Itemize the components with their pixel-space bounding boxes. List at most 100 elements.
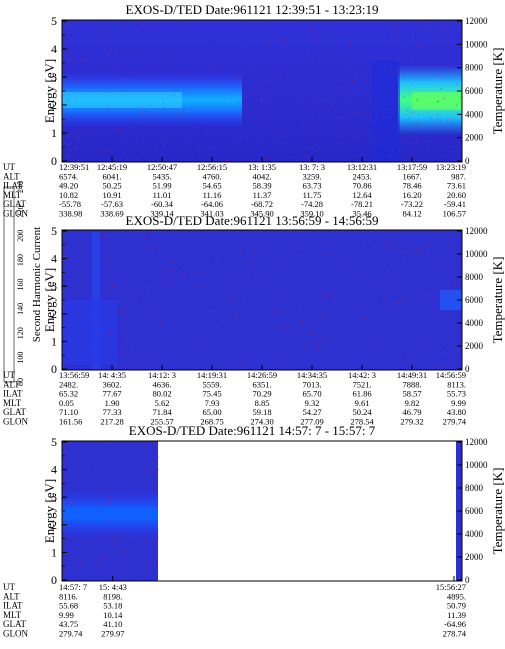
noise-dot (125, 544, 127, 546)
noise-dot (259, 100, 261, 102)
noise-dot (64, 51, 66, 53)
noise-dot (292, 362, 294, 364)
row-value: 7888. (402, 379, 421, 389)
noise-dot (203, 68, 205, 70)
row-value: -68.72 (251, 199, 273, 209)
noise-dot (333, 289, 335, 291)
noise-dot (163, 145, 165, 147)
noise-dot (264, 363, 266, 364)
noise-dot (284, 241, 286, 243)
noise-dot (185, 75, 187, 77)
noise-dot (424, 325, 426, 327)
row-value: -57.63 (101, 199, 123, 209)
noise-dot (66, 155, 68, 157)
noise-dot (299, 39, 301, 41)
noise-dot (328, 109, 329, 111)
noise-dot (79, 129, 81, 131)
noise-dot (330, 134, 332, 136)
cold-ion-band-core (62, 92, 182, 108)
noise-dot (411, 58, 413, 60)
noise-dot (254, 350, 256, 352)
y2-tick-label: 4000 (465, 529, 484, 539)
noise-dot (70, 359, 72, 361)
noise-dot (285, 40, 287, 42)
noise-dot (329, 251, 331, 253)
row-value: 73.61 (447, 181, 466, 191)
noise-dot (125, 333, 127, 335)
row-value: 9.99 (59, 610, 74, 620)
noise-dot (321, 77, 323, 79)
noise-dot (163, 299, 165, 301)
y2-tick-label: 0 (465, 575, 470, 585)
noise-dot (235, 26, 236, 28)
noise-dot (431, 130, 433, 132)
row-name: UT (3, 370, 15, 380)
row-value: 53.18 (103, 601, 122, 611)
noise-dot (445, 23, 447, 25)
colorbar-tick-label: 120 (16, 327, 25, 339)
noise-dot (218, 327, 220, 329)
noise-dot (247, 138, 248, 140)
noise-dot (87, 466, 89, 468)
noise-dot (363, 245, 365, 247)
noise-dot (358, 251, 360, 253)
noise-dot (83, 552, 85, 554)
y2-tick-label: 6000 (465, 86, 484, 96)
noise-dot (67, 25, 69, 27)
noise-dot (261, 329, 263, 331)
noise-dot (332, 300, 334, 302)
noise-dot (93, 77, 95, 79)
noise-dot (342, 60, 344, 62)
noise-dot (320, 99, 322, 100)
noise-dot (454, 48, 456, 50)
noise-dot (71, 142, 72, 144)
noise-dot (226, 159, 228, 161)
row-value: 2453. (352, 171, 371, 181)
noise-dot (192, 345, 194, 347)
noise-dot (401, 25, 403, 27)
noise-dot (314, 40, 316, 42)
y2-tick-label: 6000 (465, 295, 484, 305)
row-name: ALT (3, 591, 20, 601)
noise-dot (437, 76, 439, 78)
noise-dot (454, 276, 456, 278)
noise-dot (62, 107, 64, 109)
noise-dot (339, 244, 341, 246)
colorbar-tick-label: 240 (16, 181, 25, 193)
noise-dot (186, 159, 188, 161)
noise-dot (147, 569, 149, 571)
noise-dot (346, 343, 348, 345)
noise-dot (290, 42, 292, 44)
noise-dot (135, 235, 137, 237)
noise-dot (233, 256, 234, 258)
noise-dot (100, 510, 102, 512)
noise-dot (135, 526, 137, 528)
row-value: 50.24 (352, 407, 372, 417)
row-value: 11.01 (153, 190, 172, 200)
noise-dot (322, 315, 324, 317)
noise-dot (370, 116, 372, 117)
noise-dot (261, 236, 263, 238)
noise-dot (119, 357, 121, 358)
panel-background (62, 230, 462, 370)
noise-dot (200, 251, 202, 253)
noise-dot (146, 561, 148, 563)
noise-dot (364, 345, 366, 346)
noise-dot (79, 33, 81, 35)
noise-dot (345, 119, 347, 121)
colorbar-tick-label: 180 (16, 254, 25, 266)
noise-dot (81, 561, 83, 563)
noise-dot (335, 116, 337, 118)
noise-dot (355, 77, 356, 78)
noise-dot (175, 71, 177, 73)
noise-dot (113, 483, 114, 485)
noise-dot (431, 117, 433, 119)
noise-dot (268, 79, 270, 81)
noise-dot (440, 88, 442, 90)
noise-dot (139, 565, 140, 567)
noise-dot (446, 327, 448, 329)
noise-dot (139, 484, 141, 486)
noise-dot (248, 20, 250, 22)
noise-dot (91, 456, 93, 458)
row-value: 8116. (59, 591, 78, 601)
